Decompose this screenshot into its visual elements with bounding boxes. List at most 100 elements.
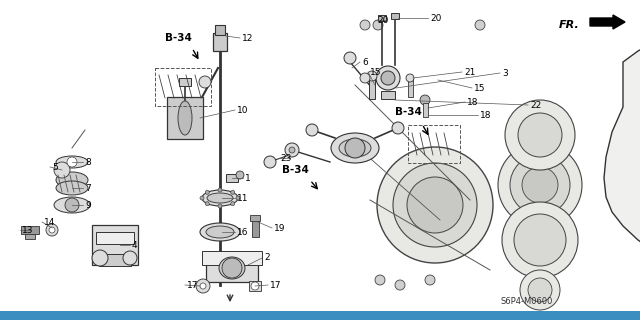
Ellipse shape xyxy=(200,223,240,241)
Text: 17: 17 xyxy=(187,281,198,290)
Text: 12: 12 xyxy=(242,34,253,43)
Bar xyxy=(215,25,225,35)
Bar xyxy=(99,254,131,266)
Circle shape xyxy=(236,171,244,179)
Circle shape xyxy=(264,156,276,168)
Bar xyxy=(252,219,259,237)
Circle shape xyxy=(520,270,560,310)
Circle shape xyxy=(344,52,356,64)
Bar xyxy=(179,78,191,86)
Ellipse shape xyxy=(202,190,238,206)
Text: 7: 7 xyxy=(85,183,91,193)
Text: 10: 10 xyxy=(237,106,248,115)
Ellipse shape xyxy=(56,172,88,188)
Circle shape xyxy=(285,143,299,157)
Text: 11: 11 xyxy=(237,194,248,203)
Bar xyxy=(249,281,261,291)
Circle shape xyxy=(375,275,385,285)
Text: 6: 6 xyxy=(362,58,368,67)
Ellipse shape xyxy=(331,133,379,163)
Circle shape xyxy=(289,147,295,153)
Circle shape xyxy=(54,162,70,178)
Bar xyxy=(25,234,35,238)
Text: 4: 4 xyxy=(132,241,138,250)
Bar xyxy=(378,15,386,21)
Bar xyxy=(202,251,262,265)
Circle shape xyxy=(510,155,570,215)
Circle shape xyxy=(376,66,400,90)
Text: 16: 16 xyxy=(237,228,248,236)
Circle shape xyxy=(49,227,55,233)
Text: 18: 18 xyxy=(480,110,492,119)
Text: 15: 15 xyxy=(474,84,486,92)
Ellipse shape xyxy=(54,197,90,213)
Text: 15: 15 xyxy=(370,68,381,76)
Circle shape xyxy=(360,20,370,30)
Text: B-34: B-34 xyxy=(164,33,191,43)
Polygon shape xyxy=(604,31,640,272)
FancyArrow shape xyxy=(590,15,625,29)
Text: 2: 2 xyxy=(264,253,269,262)
Text: 22: 22 xyxy=(530,100,541,109)
Ellipse shape xyxy=(56,156,88,168)
Circle shape xyxy=(505,100,575,170)
Bar xyxy=(155,68,211,106)
Circle shape xyxy=(231,202,235,206)
Circle shape xyxy=(425,275,435,285)
Circle shape xyxy=(200,196,204,200)
Bar xyxy=(96,232,134,244)
Ellipse shape xyxy=(207,193,233,203)
Circle shape xyxy=(498,143,582,227)
Bar xyxy=(381,91,395,99)
Bar xyxy=(391,13,399,19)
Text: FR.: FR. xyxy=(559,20,580,30)
Circle shape xyxy=(395,280,405,290)
Circle shape xyxy=(123,251,137,265)
Text: 9: 9 xyxy=(85,201,91,210)
Circle shape xyxy=(218,188,222,192)
Circle shape xyxy=(407,177,463,233)
Circle shape xyxy=(392,122,404,134)
Circle shape xyxy=(345,138,365,158)
Circle shape xyxy=(200,283,206,289)
Text: S6P4-M0600: S6P4-M0600 xyxy=(500,298,552,307)
Bar xyxy=(92,225,138,265)
Bar xyxy=(0,311,640,320)
Circle shape xyxy=(381,71,395,85)
Bar xyxy=(408,79,413,97)
Text: 20: 20 xyxy=(430,13,442,22)
Bar xyxy=(250,215,260,221)
Text: 19: 19 xyxy=(274,223,285,233)
Ellipse shape xyxy=(206,226,234,238)
Text: 8: 8 xyxy=(85,157,91,166)
Text: 20: 20 xyxy=(377,15,388,25)
Text: 5: 5 xyxy=(52,163,58,172)
Ellipse shape xyxy=(219,257,245,279)
Bar xyxy=(167,97,203,139)
Circle shape xyxy=(231,190,235,194)
Bar xyxy=(408,125,460,163)
Circle shape xyxy=(65,198,79,212)
Bar xyxy=(422,103,428,117)
Text: 23: 23 xyxy=(280,154,291,163)
Circle shape xyxy=(475,20,485,30)
Circle shape xyxy=(92,250,108,266)
Circle shape xyxy=(518,113,562,157)
Bar xyxy=(21,226,39,234)
Circle shape xyxy=(420,95,430,105)
Bar xyxy=(213,33,227,51)
Circle shape xyxy=(514,214,566,266)
Circle shape xyxy=(196,279,210,293)
Bar xyxy=(206,254,258,282)
Ellipse shape xyxy=(178,101,192,135)
Circle shape xyxy=(373,20,383,30)
Bar xyxy=(226,174,238,182)
Ellipse shape xyxy=(56,181,88,195)
Text: 21: 21 xyxy=(464,68,476,76)
Text: 14: 14 xyxy=(44,218,56,227)
Circle shape xyxy=(522,167,558,203)
Circle shape xyxy=(393,163,477,247)
Text: 1: 1 xyxy=(245,173,251,182)
Text: B-34: B-34 xyxy=(395,107,421,117)
Circle shape xyxy=(222,258,242,278)
